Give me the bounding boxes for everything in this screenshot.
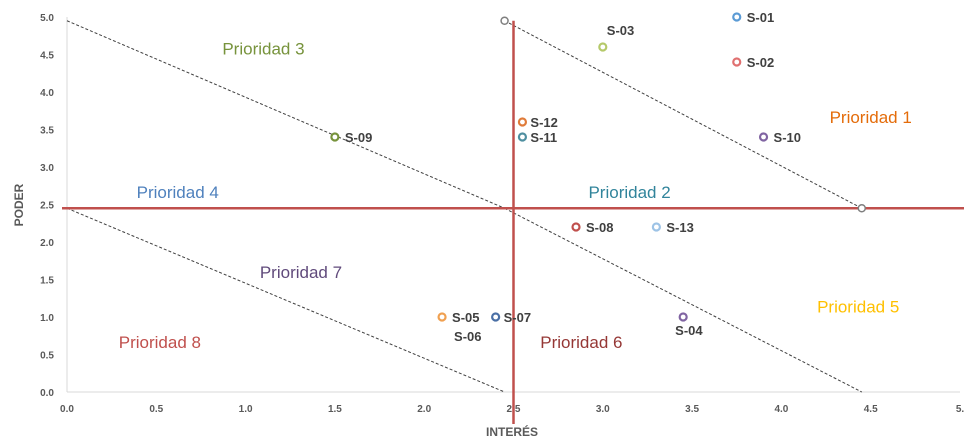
y-tick-label: 2.5 [40, 201, 54, 212]
region-label: Prioridad 4 [137, 183, 219, 202]
y-tick-label: 5.0 [40, 13, 54, 24]
x-tick-label: 3.0 [596, 404, 610, 415]
region-label: Prioridad 6 [540, 333, 622, 352]
data-point-label: S-01 [747, 10, 774, 25]
region-label: Prioridad 7 [260, 263, 342, 282]
data-point [437, 312, 447, 322]
data-point-label: S-08 [586, 220, 613, 235]
data-point-label: S-09 [345, 130, 372, 145]
x-tick-label: 4.0 [774, 404, 788, 415]
x-tick-label: 5. [956, 404, 965, 415]
data-points: S-01 S-02 S-03 S-04 S-05 S-06 S-07 S-08 S-09 S-10… [330, 10, 867, 344]
diagonal-line [504, 207, 862, 393]
data-point [651, 222, 661, 232]
data-point-label: S-02 [747, 55, 774, 70]
diagonal-line [66, 207, 505, 393]
data-point-label: S-12 [530, 115, 557, 130]
data-point [517, 117, 528, 127]
y-tick-label: 1.5 [40, 276, 54, 287]
diagonal-line [66, 20, 505, 209]
region-label: Prioridad 3 [222, 40, 304, 59]
region-label: Prioridad 2 [588, 183, 670, 202]
region-label: Prioridad 5 [817, 298, 899, 317]
region-label: Prioridad 8 [119, 333, 201, 352]
y-tick-label: 0.0 [40, 388, 54, 399]
data-point [732, 57, 742, 67]
data-point-label: S-06 [454, 329, 481, 344]
y-tick-label: 3.0 [40, 163, 54, 174]
data-point [330, 132, 340, 142]
data-point [491, 312, 501, 322]
marker-point [857, 204, 867, 213]
y-tick-label: 3.5 [40, 126, 54, 137]
region-labels: Prioridad 1 Prioridad 2 Prioridad 3 Priorid… [119, 40, 912, 352]
axes: 0.0 0.5 1.0 1.5 2.0 2.5 3.0 3.5 4.0 4.5 5. 0.0 0.5 1.… [40, 13, 964, 415]
data-point [758, 132, 769, 142]
reference-lines [62, 20, 964, 424]
y-tick-label: 1.0 [40, 313, 54, 324]
data-point [678, 312, 688, 322]
y-tick-label: 4.5 [40, 51, 54, 62]
marker-point [500, 16, 509, 25]
region-label: Prioridad 1 [830, 108, 912, 127]
data-point [732, 12, 742, 22]
data-point-label: S-10 [774, 130, 801, 145]
data-point-label: S-04 [675, 323, 703, 338]
data-point-label: S-13 [666, 220, 693, 235]
y-tick-label: 2.0 [40, 238, 54, 249]
data-point [598, 42, 608, 52]
x-tick-label: 3.5 [685, 404, 699, 415]
x-tick-label: 0.5 [149, 404, 163, 415]
data-point-label: S-07 [504, 310, 531, 325]
data-point-label: S-05 [452, 310, 479, 325]
data-point [517, 132, 528, 142]
x-axis-title: INTERÉS [486, 424, 538, 439]
x-tick-label: 1.0 [239, 404, 253, 415]
data-point-label: S-11 [530, 130, 557, 145]
y-axis-title: PODER [12, 183, 26, 226]
data-point [571, 222, 581, 232]
x-tick-label: 4.5 [864, 404, 878, 415]
x-tick-label: 0.0 [60, 404, 74, 415]
x-tick-label: 2.0 [417, 404, 431, 415]
x-tick-label: 1.5 [328, 404, 342, 415]
data-point-label: S-03 [607, 23, 634, 38]
y-tick-label: 4.0 [40, 88, 54, 99]
diagonal-line [504, 20, 863, 209]
y-tick-label: 0.5 [40, 351, 54, 362]
